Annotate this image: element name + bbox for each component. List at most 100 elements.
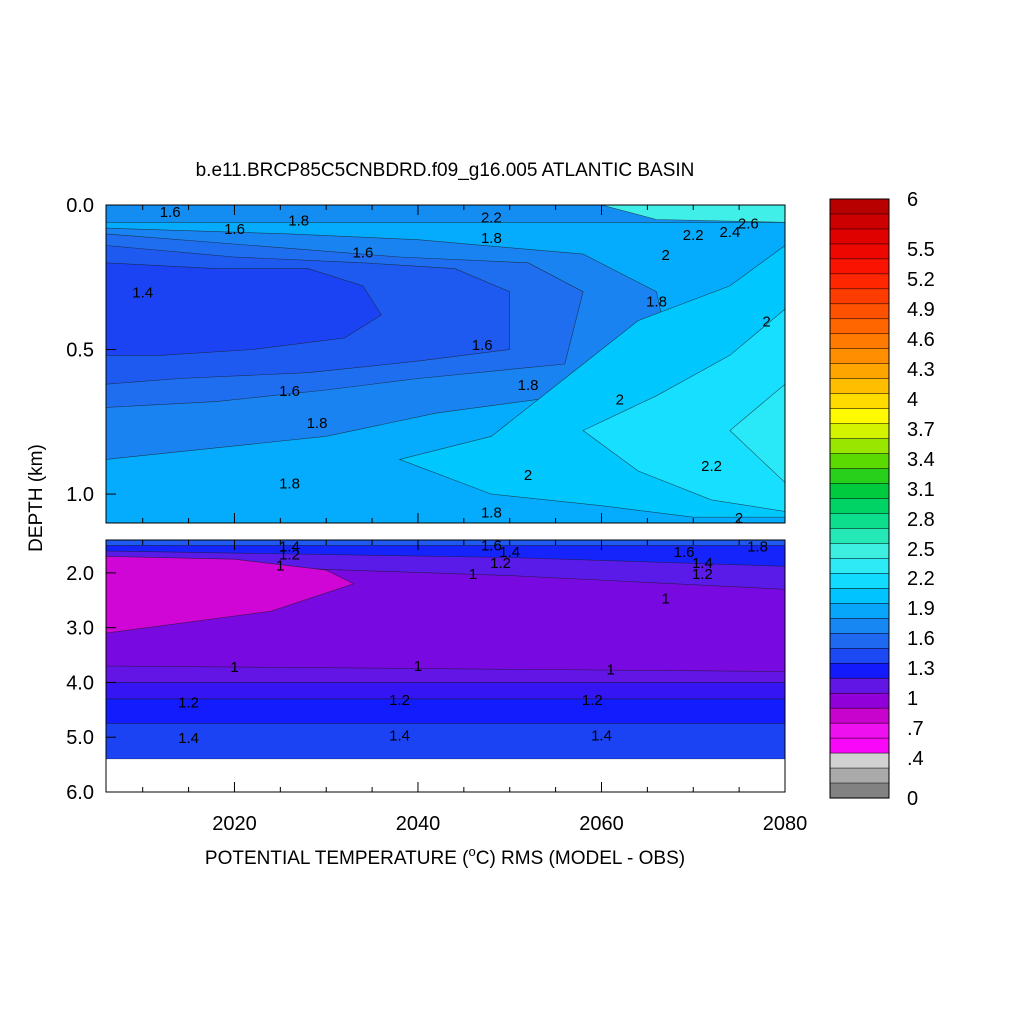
contour-label-2: 1.6 [224, 221, 245, 238]
colorbar-swatch-27 [829, 603, 890, 619]
colorbar-swatch-35 [829, 722, 890, 739]
colorbar-label-14: 1.6 [907, 628, 935, 650]
contour-label-42: 1.4 [389, 728, 410, 745]
y-axis-label: DEPTH (km) [26, 444, 47, 552]
colorbar-swatch-16 [829, 438, 890, 455]
contour-label-17: 1.8 [307, 415, 328, 432]
contour-label-7: 2.2 [683, 227, 704, 244]
upper-y-tick-label-2: 1.0 [66, 484, 94, 506]
colorbar-label-19: 0 [907, 788, 918, 810]
x-axis-label-part-2: C) RMS (MODEL - OBS) [476, 848, 685, 869]
colorbar-swatch-37 [829, 752, 890, 769]
upper-contour-region-5 [106, 262, 382, 356]
colorbar-swatch-25 [829, 573, 890, 589]
no-data-area [106, 759, 785, 792]
colorbar-swatch-7 [829, 303, 890, 320]
lower-y-tick-label-2: 4.0 [66, 672, 94, 694]
contour-label-24: 1.2 [279, 547, 300, 564]
colorbar-swatch-13 [829, 393, 890, 410]
lower-depth-panel: 1.41.211.61.41.211.61.41.21.811 1 11.2 1.2 1… [66, 537, 786, 804]
colorbar-swatch-28 [829, 618, 890, 634]
colorbar-swatch-31 [829, 662, 890, 679]
colorbar-label-10: 2.8 [907, 509, 935, 531]
colorbar-label-18: .4 [907, 748, 924, 770]
lower-contour-region-1 [106, 540, 785, 546]
contour-label-26: 1.6 [481, 537, 502, 554]
colorbar: 6 5.5 5.2 4.9 4.6 4.3 4 3.7 3.4 3.1 2.8 2.5 2.2 1.9 1.… [829, 189, 935, 810]
colorbar-swatch-3 [829, 243, 890, 260]
colorbar-swatch-11 [829, 363, 890, 380]
contour-label-22: 2 [735, 510, 743, 527]
colorbar-label-7: 3.7 [907, 419, 935, 441]
contour-label-18: 2.2 [701, 458, 722, 475]
colorbar-label-1: 5.5 [907, 239, 935, 261]
colorbar-swatch-2 [829, 228, 890, 245]
contour-label-5: 2.2 [481, 210, 502, 227]
upper-panel-frame [105, 204, 786, 524]
contour-label-6: 1.8 [481, 230, 502, 247]
contour-label-39: 1.2 [389, 692, 410, 709]
contour-label-38: 1.2 [178, 695, 199, 712]
colorbar-label-5: 4.3 [907, 359, 935, 381]
colorbar-label-13: 1.9 [907, 598, 935, 620]
lower-panel-frame [105, 539, 786, 793]
colorbar-swatch-36 [829, 737, 890, 754]
upper-y-tick-label-0: 0.0 [66, 195, 94, 217]
chart-title: b.e11.BRCP85C5CNBDRD.f09_g16.005 ATLANTI… [196, 160, 695, 181]
colorbar-label-6: 4 [907, 389, 918, 411]
colorbar-label-9: 3.1 [907, 479, 935, 501]
colorbar-swatch-12 [829, 378, 890, 395]
contour-label-25: 1 [276, 558, 284, 575]
contour-label-35: 1 [230, 659, 238, 676]
contour-label-9: 1.8 [646, 293, 667, 310]
contour-label-20: 1.8 [279, 476, 300, 493]
x-tick-label-3: 2080 [763, 813, 808, 835]
colorbar-swatch-34 [829, 707, 890, 724]
contour-label-10: 2.6 [738, 215, 759, 232]
colorbar-swatch-23 [829, 543, 890, 559]
colorbar-swatch-29 [829, 633, 890, 649]
upper-y-tick-label-1: 0.5 [66, 340, 94, 362]
x-axis-label-part-1: POTENTIAL TEMPERATURE ( [205, 848, 469, 869]
contour-label-21: 1.8 [481, 504, 502, 521]
colorbar-swatch-26 [829, 588, 890, 604]
colorbar-label-8: 3.4 [907, 449, 935, 471]
colorbar-swatch-19 [829, 483, 890, 500]
contour-label-12: 2 [762, 314, 770, 331]
colorbar-label-0: 6 [907, 189, 918, 211]
contour-label-0: 1.6 [160, 204, 181, 221]
colorbar-label-11: 2.5 [907, 539, 935, 561]
colorbar-swatch-24 [829, 558, 890, 574]
contour-label-1: 1.8 [288, 213, 309, 230]
lower-contour-region-4 [106, 556, 355, 634]
contour-label-8: 2 [662, 247, 670, 264]
upper-depth-panel: 1.6 1.8 1.6 1.4 1.6 2.2 1.8 2.2 2 1.8 2.62.4 2 1.6 1.… [66, 195, 786, 527]
contour-label-31: 1.4 [692, 555, 713, 572]
contour-label-14: 1.8 [518, 377, 539, 394]
colorbar-swatch-32 [829, 677, 890, 694]
upper-contour-region-8 [729, 383, 785, 483]
colorbar-swatch-30 [829, 648, 890, 664]
contour-label-4: 1.6 [352, 244, 373, 261]
contour-label-3: 1.4 [132, 285, 153, 302]
colorbar-swatch-8 [829, 318, 890, 335]
colorbar-label-15: 1.3 [907, 658, 935, 680]
colorbar-swatch-5 [829, 273, 890, 290]
lower-contour-region-5 [106, 665, 785, 683]
x-axis: 2020 2040 2060 2080 [142, 205, 808, 835]
colorbar-swatch-0 [829, 198, 890, 215]
colorbar-swatch-33 [829, 692, 890, 709]
contour-label-32: 1.2 [692, 566, 713, 583]
colorbar-swatch-1 [829, 213, 890, 230]
lower-y-tick-label-1: 3.0 [66, 618, 94, 640]
colorbar-swatch-39 [829, 782, 890, 799]
colorbar-frame [829, 198, 890, 799]
contour-label-43: 1.4 [591, 728, 612, 745]
colorbar-swatch-21 [829, 513, 890, 529]
colorbar-label-17: .7 [907, 718, 924, 740]
colorbar-swatch-22 [829, 528, 890, 544]
contour-label-16: 2 [616, 392, 624, 409]
colorbar-swatch-17 [829, 453, 890, 470]
contour-label-29: 1 [469, 566, 477, 583]
